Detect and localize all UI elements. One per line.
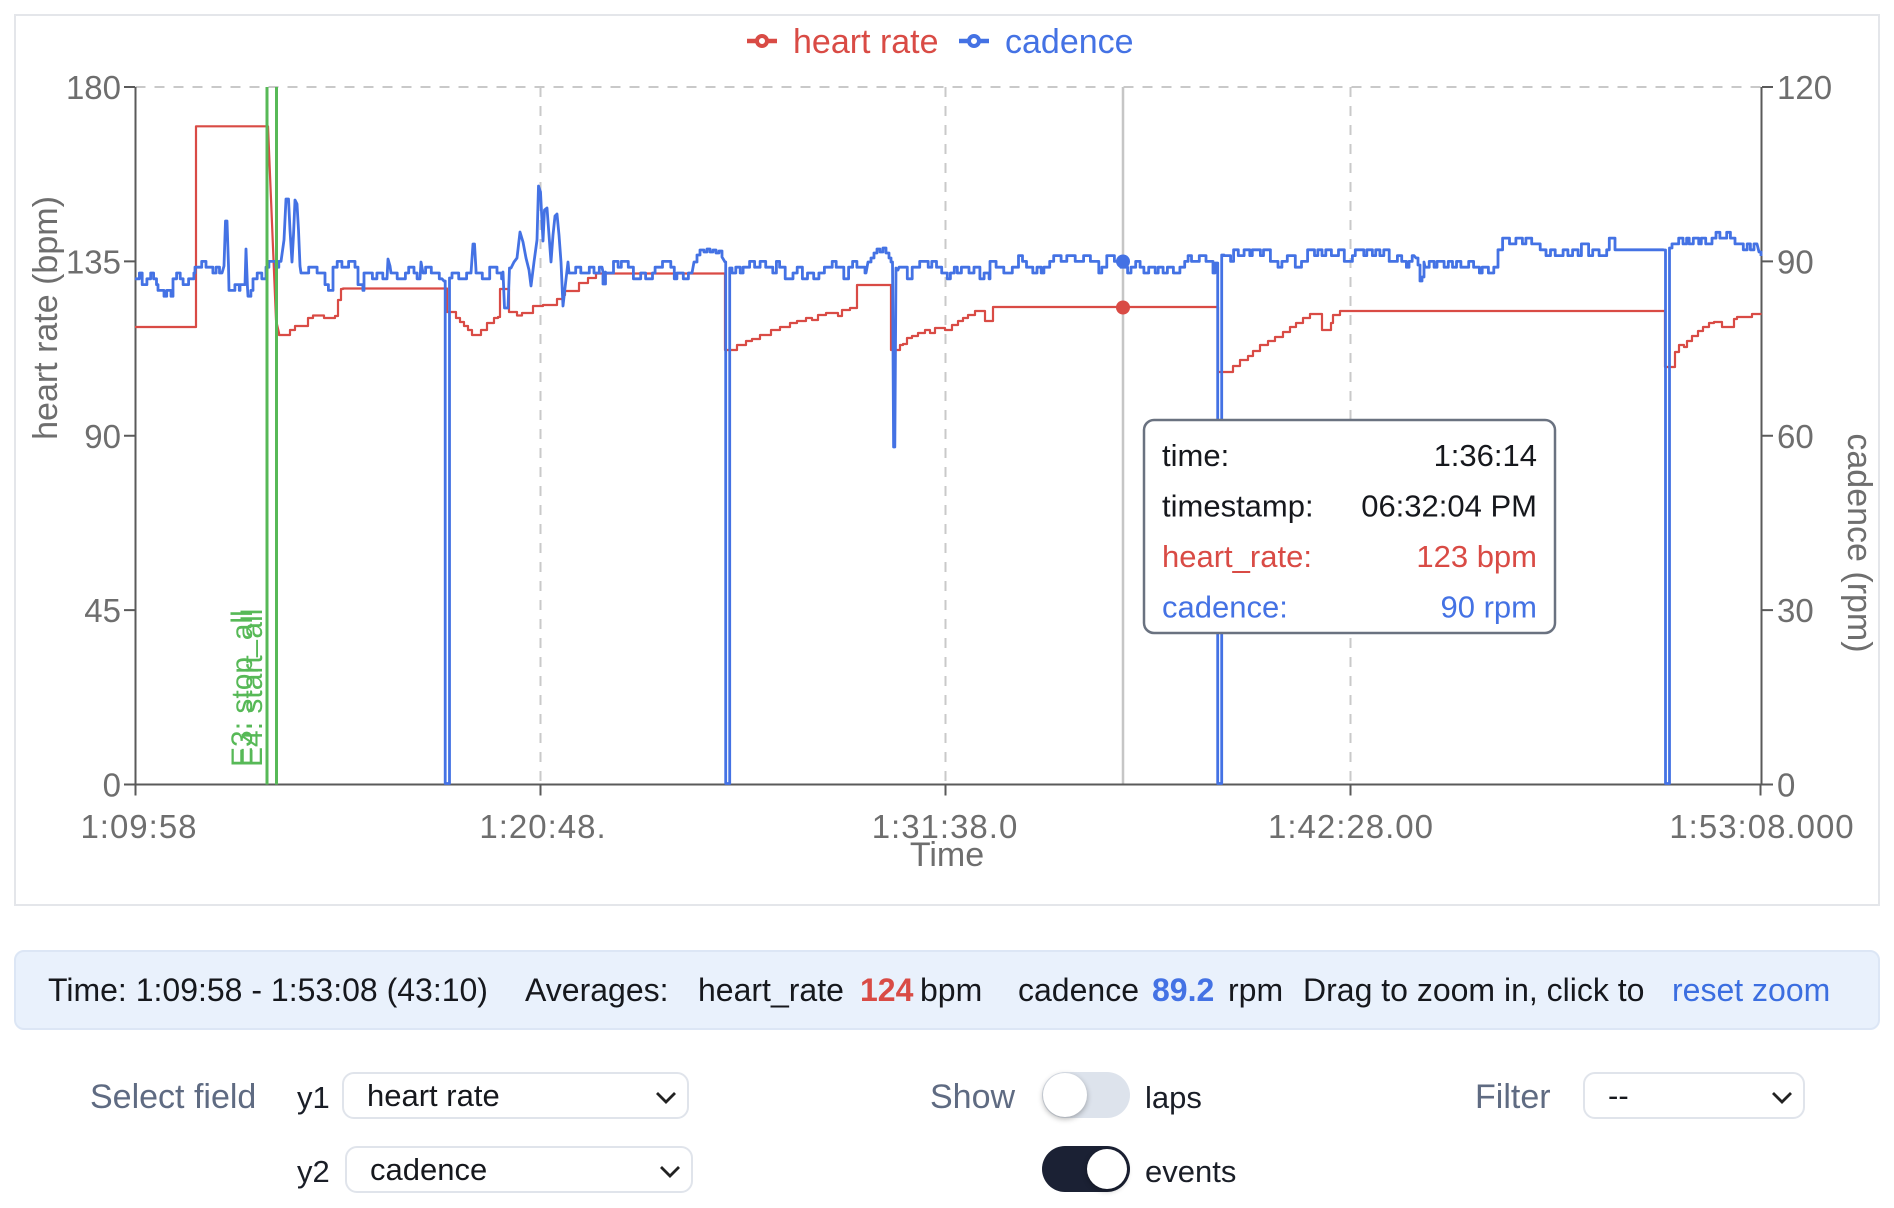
svg-text:06:32:04 PM: 06:32:04 PM	[1361, 489, 1537, 524]
svg-text:1:31:38.0: 1:31:38.0	[872, 808, 1019, 845]
svg-text:1:20:48.: 1:20:48.	[479, 808, 606, 845]
svg-text:timestamp:: timestamp:	[1162, 489, 1314, 524]
svg-text:135: 135	[66, 243, 121, 280]
svg-text:heart rate (bpm): heart rate (bpm)	[27, 196, 65, 440]
svg-text:0: 0	[1777, 767, 1795, 804]
svg-text:1:36:14: 1:36:14	[1434, 438, 1537, 473]
svg-text:30: 30	[1777, 592, 1814, 629]
svg-text:1:53:08.000: 1:53:08.000	[1669, 808, 1854, 845]
svg-text:90: 90	[1777, 243, 1814, 280]
svg-text:1:42:28.00: 1:42:28.00	[1268, 808, 1434, 845]
svg-text:90: 90	[84, 418, 121, 455]
svg-text:120: 120	[1777, 69, 1832, 106]
svg-text:1:09:58: 1:09:58	[80, 808, 197, 845]
svg-text:cadence:: cadence:	[1162, 590, 1288, 625]
svg-text:90 rpm: 90 rpm	[1441, 590, 1537, 625]
svg-text:E3: stop_all: E3: stop_all	[226, 610, 259, 767]
svg-text:time:: time:	[1162, 438, 1229, 473]
svg-text:45: 45	[84, 592, 121, 629]
svg-text:123 bpm: 123 bpm	[1416, 539, 1537, 574]
svg-text:60: 60	[1777, 418, 1814, 455]
svg-text:heart rate: heart rate	[793, 23, 939, 61]
svg-text:Time: Time	[910, 836, 984, 874]
svg-text:0: 0	[103, 767, 121, 804]
svg-text:heart_rate:: heart_rate:	[1162, 539, 1312, 574]
svg-text:180: 180	[66, 69, 121, 106]
svg-text:cadence (rpm): cadence (rpm)	[1840, 433, 1878, 652]
svg-text:E4: start_all: E4: start_all	[236, 609, 269, 767]
svg-text:cadence: cadence	[1005, 23, 1134, 61]
